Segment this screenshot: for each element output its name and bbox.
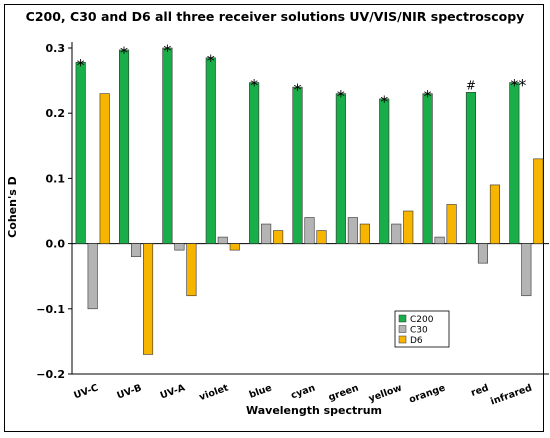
y-tick-label: 0.3 [46,42,66,55]
bar-c30-cyan [304,217,315,244]
significance-marker: # [466,78,476,92]
bar-d6-cyan [316,230,327,244]
bar-c30-blue [261,223,272,244]
x-tick-label: UV-A [159,382,187,401]
bar-c200-blue [249,82,260,244]
chart-title: C200, C30 and D6 all three receiver solu… [26,9,525,24]
bar-c30-red [477,243,489,264]
bar-d6-yellow [403,210,414,244]
significance-marker: * [120,43,128,62]
bar-c200-infrared [509,82,520,244]
significance-marker: * [380,92,388,111]
bar-c30-infrared [521,243,532,297]
bar-d6-infrared [533,158,544,244]
significance-marker: * [207,51,215,70]
x-tick-label: UV-C [72,382,100,401]
x-tick-label: cyan [289,382,316,401]
significance-marker: * [77,55,85,74]
legend-label-d6: D6 [410,336,423,346]
bar-c200-uv-a [162,47,173,244]
bar-c200-violet [205,57,216,244]
bar-c200-red [465,92,477,244]
y-tick-label: −0.1 [36,303,65,316]
x-tick-label: violet [198,382,231,403]
significance-marker: * [424,87,432,106]
legend-swatch-c30 [398,325,407,333]
y-tick-label: 0.1 [46,172,66,185]
bar-c200-cyan [292,86,303,244]
legend-swatch-c200 [398,314,407,323]
x-tick-label: green [327,382,360,403]
y-tick-label: 0.2 [46,107,66,120]
bar-c30-uv-a [174,243,185,251]
bar-d6-violet [229,243,240,251]
x-tick-label: red [470,383,491,399]
x-tick-label: yellow [367,382,403,404]
bar-d6-blue [273,230,284,244]
bar-d6-green [359,223,370,244]
bar-c30-orange [434,236,445,244]
bar-c30-violet [217,236,228,244]
x-tick-label: infrared [489,383,533,408]
bar-c30-yellow [391,223,402,244]
significance-marker: * [163,41,171,60]
bar-c30-green [347,217,358,244]
significance-marker: ** [510,76,526,95]
bar-c30-uv-b [130,243,142,257]
legend-swatch-d6 [398,335,407,344]
x-axis-label: Wavelength spectrum [246,404,382,417]
y-axis-label: Cohen's D [6,176,19,238]
bar-c30-uv-c [87,243,98,310]
significance-marker: * [250,76,258,95]
bar-d6-uv-c [99,93,110,244]
plot-area: 0.3 0.2 0.1 0.0 −0.1 −0.2 * UV-C * UV-B * UV-A * viol… [36,41,549,408]
bar-c200-uv-c [75,62,86,244]
bar-d6-orange [446,204,457,244]
bar-d6-uv-a [186,243,197,297]
significance-marker: * [294,80,302,99]
y-tick-label: −0.2 [36,368,65,381]
bar-c200-orange [422,93,433,244]
significance-marker: * [337,87,345,106]
bar-c200-green [335,93,346,244]
legend-label-c30: C30 [410,326,428,336]
y-tick-label: 0.0 [46,238,66,251]
x-tick-label: orange [408,383,447,406]
bar-c200-yellow [379,98,390,244]
bar-d6-uv-b [142,243,154,355]
bar-c200-uv-b [118,49,130,244]
x-tick-label: UV-B [115,383,143,402]
legend-label-c200: C200 [410,315,434,325]
x-tick-label: blue [248,383,274,401]
bar-d6-red [489,184,501,244]
